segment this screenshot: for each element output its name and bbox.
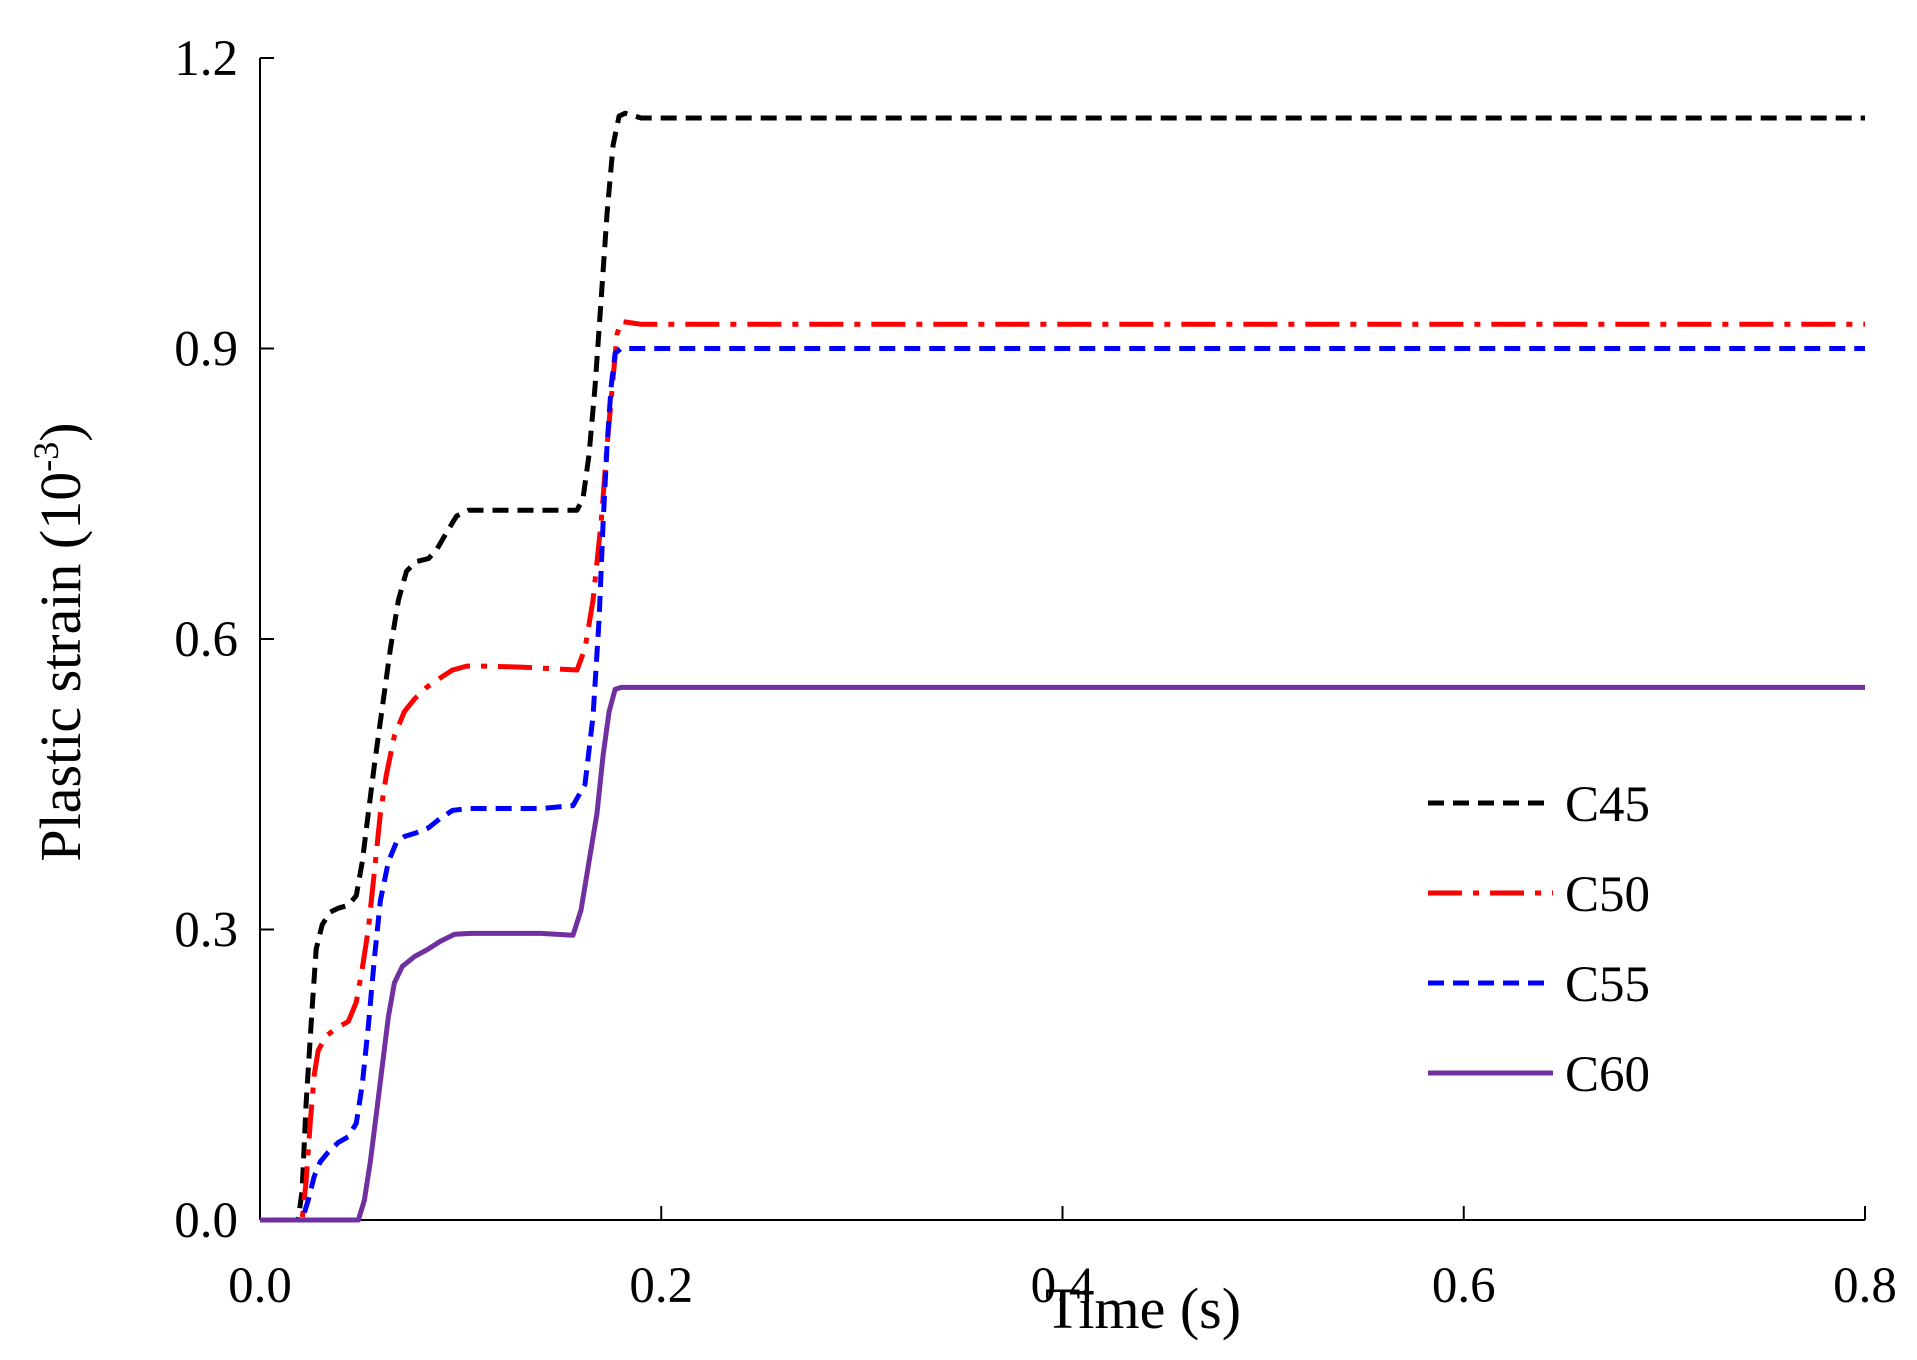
x-tick-label: 0.8 xyxy=(1833,1258,1897,1314)
x-tick-label: 0.2 xyxy=(629,1258,693,1314)
y-tick-label: 0.3 xyxy=(174,903,238,959)
y-tick-label: 0.0 xyxy=(174,1193,238,1249)
series-line-c60 xyxy=(260,687,1865,1220)
x-tick-label: 0.0 xyxy=(228,1258,292,1314)
x-tick-label: 0.6 xyxy=(1432,1258,1496,1314)
legend-label-c55: C55 xyxy=(1565,957,1650,1013)
y-tick-label: 0.9 xyxy=(174,322,238,378)
legend-label-c45: C45 xyxy=(1565,777,1650,833)
legend: C45 C50 C55 C60 xyxy=(1428,777,1650,1103)
y-tick-label: 1.2 xyxy=(174,31,238,87)
y-axis-title-main: Plastic strain (10 xyxy=(28,472,93,862)
axes xyxy=(260,58,1865,1220)
y-axis-title-exponent: -3 xyxy=(26,442,66,472)
y-axis-title: Plastic strain (10-3) xyxy=(26,422,93,861)
legend-label-c60: C60 xyxy=(1565,1047,1650,1103)
y-axis-title-close: ) xyxy=(28,422,93,441)
y-tick-label: 0.6 xyxy=(174,612,238,668)
chart: 0.0 0.2 0.4 0.6 0.8 0.00.30.60.91.2 Time (s)… xyxy=(0,0,1917,1360)
legend-label-c50: C50 xyxy=(1565,867,1650,923)
x-axis-title: Time (s) xyxy=(1045,1276,1241,1341)
